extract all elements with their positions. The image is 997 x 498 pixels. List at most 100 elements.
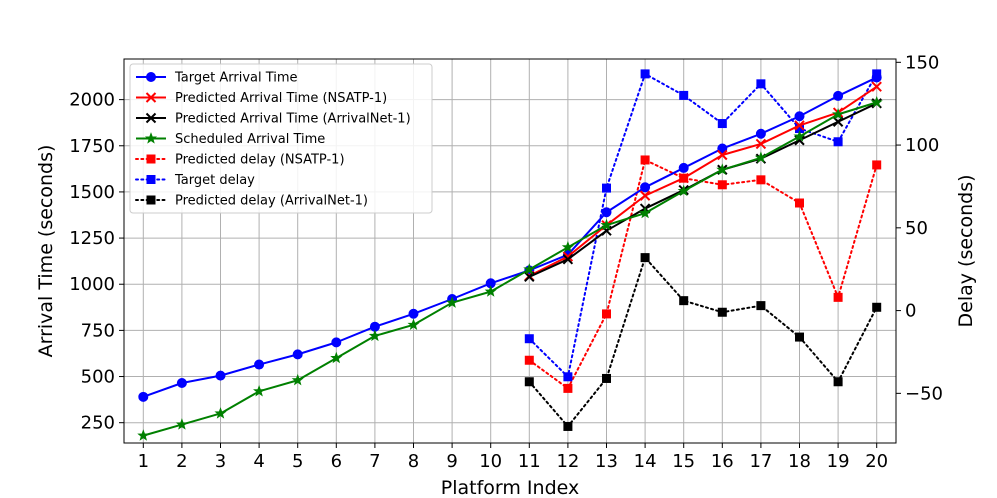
data-point [331, 337, 342, 348]
data-point [639, 206, 652, 219]
x-tick-label: 12 [556, 451, 579, 472]
legend-marker [146, 72, 156, 82]
series-line [143, 101, 877, 437]
plot-frame [123, 58, 897, 444]
right-y-tick-label: 100 [905, 135, 939, 156]
data-point [291, 373, 304, 386]
x-tick-label: 18 [788, 451, 811, 472]
data-point [484, 285, 497, 297]
x-tick-label: 16 [711, 451, 734, 472]
data-point [292, 349, 303, 360]
data-point [871, 81, 882, 92]
series-line [528, 72, 878, 378]
data-point [640, 69, 650, 79]
data-point [794, 111, 805, 122]
legend-label: Predicted delay (NSATP-1) [175, 153, 345, 168]
legend-entry: Predicted Arrival Time (ArrivalNet-1) [136, 112, 411, 127]
data-point [640, 182, 651, 193]
data-point [717, 180, 727, 190]
legend-entry: Scheduled Arrival Time [136, 132, 325, 147]
legend: Target Arrival Time Predicted Arrival Tim… [129, 63, 433, 214]
data-point [602, 373, 611, 383]
data-point [717, 149, 728, 161]
x-tick-label: 9 [446, 451, 457, 472]
legend-label: Target delay [174, 173, 255, 188]
left-y-axis-label: Arrival Time (seconds) [35, 145, 57, 358]
data-point [756, 79, 766, 89]
data-point [639, 190, 651, 201]
left-y-axis-ticks: 250 500 750 1000 1250 1500 1750 2000 [69, 90, 124, 434]
x-tick-label: 15 [672, 451, 695, 472]
x-tick-label: 5 [292, 451, 303, 472]
series-layer [137, 69, 883, 441]
data-point [563, 372, 573, 382]
data-point [602, 309, 611, 319]
data-point [640, 155, 650, 165]
x-tick-label: 2 [176, 451, 187, 472]
data-point [717, 119, 727, 129]
x-tick-label: 19 [827, 451, 850, 472]
data-point [795, 332, 804, 342]
series-scheduled-arrival-time [137, 96, 883, 441]
data-point [407, 318, 420, 330]
data-point [215, 370, 226, 381]
left-y-tick-label: 2000 [69, 90, 115, 111]
x-tick-label: 14 [634, 451, 657, 472]
x-axis-ticks: 1 2 3 4 5 6 7 8 9 10 11 12 13 14 15 16 17 18 19 20 [138, 443, 888, 472]
data-point [833, 90, 844, 101]
data-point [368, 329, 381, 342]
x-tick-label: 13 [595, 451, 618, 472]
series-line [142, 76, 878, 398]
legend-entry: Target Arrival Time [136, 71, 298, 86]
series-line [528, 256, 878, 428]
left-y-tick-label: 1750 [69, 136, 115, 157]
data-point [754, 151, 767, 163]
legend-entry: Target delay [135, 173, 255, 188]
data-point [600, 218, 613, 231]
left-y-tick-label: 250 [81, 413, 115, 434]
data-point [795, 198, 804, 208]
data-point [793, 130, 806, 142]
legend-marker [145, 92, 157, 103]
right-y-axis-label: Delay (seconds) [955, 174, 977, 327]
x-tick-label: 10 [479, 451, 502, 472]
data-point [755, 138, 767, 150]
legend-label: Scheduled Arrival Time [175, 132, 325, 147]
data-point [872, 160, 882, 170]
legend-marker [145, 112, 157, 124]
data-point [717, 143, 728, 154]
data-point [678, 162, 689, 173]
data-point [679, 296, 689, 306]
data-point [602, 183, 611, 193]
data-point [871, 72, 882, 83]
right-y-tick-label: 150 [905, 52, 939, 73]
data-point [561, 240, 574, 253]
data-point [563, 421, 573, 431]
data-point [253, 384, 266, 397]
left-y-tick-label: 750 [81, 320, 115, 341]
right-y-axis-ticks: −50 0 50 100 150 [896, 52, 943, 404]
data-point [872, 302, 882, 312]
legend-label: Target Arrival Time [174, 71, 298, 86]
data-point [794, 120, 805, 131]
legend-marker [146, 195, 156, 205]
left-y-tick-label: 1500 [69, 182, 115, 203]
legend-label: Predicted Arrival Time (NSATP-1) [175, 91, 387, 106]
data-point [562, 254, 574, 265]
x-tick-label: 1 [138, 451, 149, 472]
right-y-tick-label: −50 [905, 383, 943, 404]
data-point [408, 308, 419, 319]
x-tick-label: 7 [369, 451, 380, 472]
data-point [833, 377, 843, 387]
legend-marker [146, 154, 156, 164]
legend-marker [144, 132, 158, 144]
legend-box [129, 63, 433, 214]
data-point [832, 108, 845, 120]
legend-label: Predicted Arrival Time (ArrivalNet-1) [175, 112, 411, 127]
data-point [870, 96, 883, 108]
legend-entry: Predicted Arrival Time (NSATP-1) [136, 91, 387, 106]
data-point [756, 301, 766, 311]
right-y-tick-label: 50 [905, 218, 928, 239]
data-point [446, 296, 459, 308]
